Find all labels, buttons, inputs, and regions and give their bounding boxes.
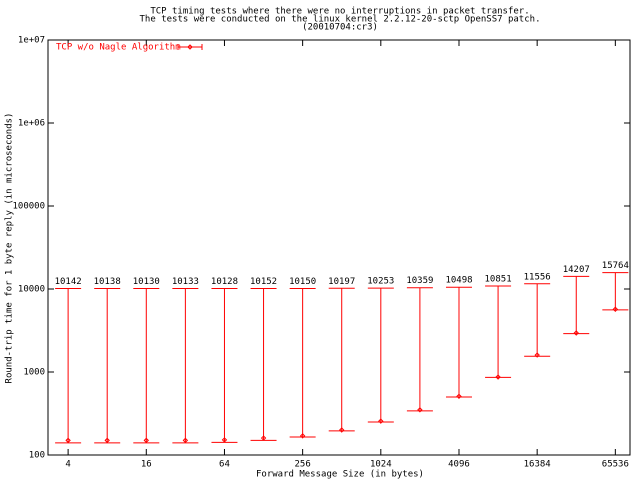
legend-label: TCP w/o Nagle Algorithm: [56, 43, 181, 53]
data-label: 10197: [328, 277, 355, 287]
y-tick-label: 100000: [12, 202, 45, 212]
data-label: 10150: [289, 277, 316, 287]
data-label: 10128: [211, 277, 238, 287]
data-label: 10133: [172, 277, 199, 287]
x-tick-label: 256: [295, 460, 311, 470]
legend-symbol: [187, 44, 193, 50]
data-label: 11556: [524, 272, 551, 282]
x-tick-label: 4: [65, 460, 70, 470]
data-label: 14207: [563, 265, 590, 275]
data-label: 10138: [94, 277, 121, 287]
point: [299, 433, 306, 439]
point: [65, 437, 71, 444]
point: [573, 330, 579, 336]
data-label: 15764: [602, 261, 629, 271]
x-tick-label: 16: [141, 460, 152, 470]
x-tick-label: 1024: [370, 460, 392, 470]
point: [378, 418, 384, 424]
point: [260, 435, 267, 441]
x-tick-label: 16384: [524, 460, 551, 470]
x-tick-label: 65536: [602, 460, 629, 470]
point: [534, 352, 540, 358]
x-tick-label: 4096: [448, 460, 470, 470]
point: [417, 407, 423, 413]
data-label: 10152: [250, 277, 277, 287]
chart-title: The tests were conducted on the linux ke…: [140, 15, 541, 25]
y-tick-label: 100: [29, 451, 45, 461]
point: [182, 437, 189, 444]
point: [456, 393, 462, 399]
data-label: 10851: [485, 275, 512, 285]
data-label: 10253: [367, 277, 394, 287]
data-label: 10142: [55, 277, 82, 287]
y-tick-label: 1e+06: [18, 119, 45, 129]
data-label: 10359: [406, 276, 433, 286]
point: [495, 374, 501, 380]
point: [221, 437, 228, 443]
y-tick-label: 1000: [23, 368, 45, 378]
x-tick-label: 64: [219, 460, 230, 470]
point: [104, 437, 110, 444]
y-tick-label: 1e+07: [18, 36, 45, 46]
y-tick-label: 10000: [18, 285, 45, 295]
point: [339, 427, 345, 433]
x-axis-label: Forward Message Size (in bytes): [256, 470, 424, 480]
data-label: 10498: [445, 276, 472, 286]
chart-title: (20010704:cr3): [302, 23, 378, 33]
y-axis-label: Round-trip time for 1 byte reply (in mic…: [5, 113, 15, 384]
chart-title: TCP timing tests where there were no int…: [150, 7, 529, 17]
point: [143, 437, 149, 444]
plot-frame: [47, 39, 631, 456]
point: [612, 306, 619, 312]
data-label: 10130: [133, 277, 160, 287]
